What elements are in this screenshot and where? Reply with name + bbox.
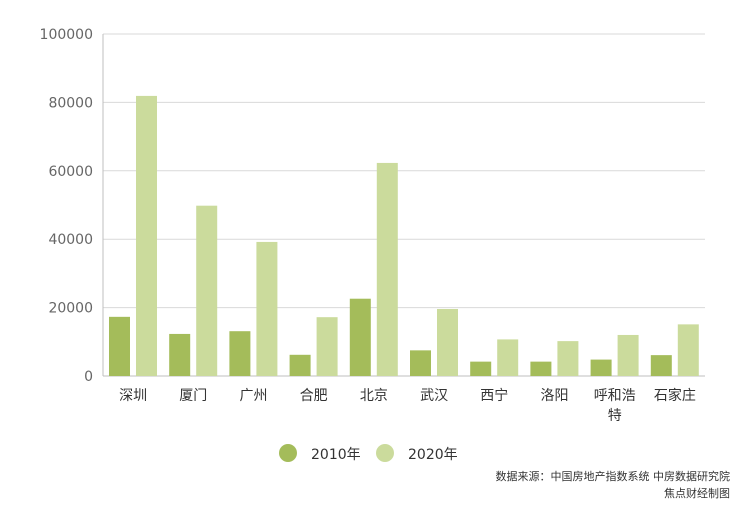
bar-2020 (376, 162, 398, 376)
y-tick-label: 40000 (48, 232, 93, 248)
bar-2010 (169, 333, 191, 376)
x-tick-label: 合肥 (300, 388, 328, 404)
x-axis: 深圳 厦门 广州 合肥 北京 武汉 西宁 洛阳 呼和浩特 石家庄 (119, 387, 696, 424)
x-tick-label: 洛阳 (541, 388, 569, 404)
x-tick-label: 呼和浩特 (594, 388, 636, 424)
legend-label: 2020年 (408, 447, 458, 463)
bars (109, 95, 699, 376)
bar-2010 (109, 316, 130, 376)
legend-marker (376, 444, 394, 462)
x-tick-label: 广州 (240, 388, 268, 404)
y-axis: 0 20000 40000 60000 80000 100000 (40, 27, 104, 385)
y-tick-label: 100000 (40, 27, 93, 43)
x-tick-label: 西宁 (480, 387, 508, 404)
bar-2010 (650, 355, 672, 376)
bar-2020 (136, 95, 157, 376)
x-tick-label: 深圳 (119, 388, 147, 404)
source-line-1: 数据来源：中国房地产指数系统 中房数据研究院 (495, 470, 731, 483)
bar-2010 (289, 354, 311, 376)
y-tick-label: 80000 (48, 95, 93, 111)
bar-2020 (497, 339, 519, 376)
bar-2010 (229, 331, 251, 376)
bar-2020 (316, 317, 338, 376)
bar-2010 (590, 359, 612, 376)
bar-2010 (410, 350, 431, 376)
bar-2020 (437, 308, 458, 376)
bar-2020 (677, 324, 699, 376)
source-line-2: 焦点财经制图 (664, 487, 730, 500)
legend-label: 2010年 (311, 447, 361, 463)
legend-marker (279, 444, 297, 462)
bar-2020 (196, 205, 218, 376)
bar-2010 (470, 361, 492, 376)
bar-2010 (349, 298, 371, 376)
bar-2020 (617, 334, 639, 376)
x-tick-label: 武汉 (420, 388, 448, 404)
gridlines (103, 33, 705, 377)
bar-2010 (530, 361, 552, 376)
x-tick-label: 石家庄 (654, 387, 696, 404)
y-tick-label: 20000 (48, 301, 93, 317)
legend: 2010年 2020年 (279, 444, 458, 463)
y-tick-label: 0 (84, 369, 93, 385)
source-note: 数据来源：中国房地产指数系统 中房数据研究院 焦点财经制图 (496, 468, 731, 502)
y-tick-label: 60000 (48, 164, 93, 180)
bar-2020 (557, 341, 579, 376)
bar-2020 (256, 241, 278, 376)
x-tick-label: 北京 (360, 388, 388, 404)
x-tick-label: 厦门 (179, 388, 207, 404)
